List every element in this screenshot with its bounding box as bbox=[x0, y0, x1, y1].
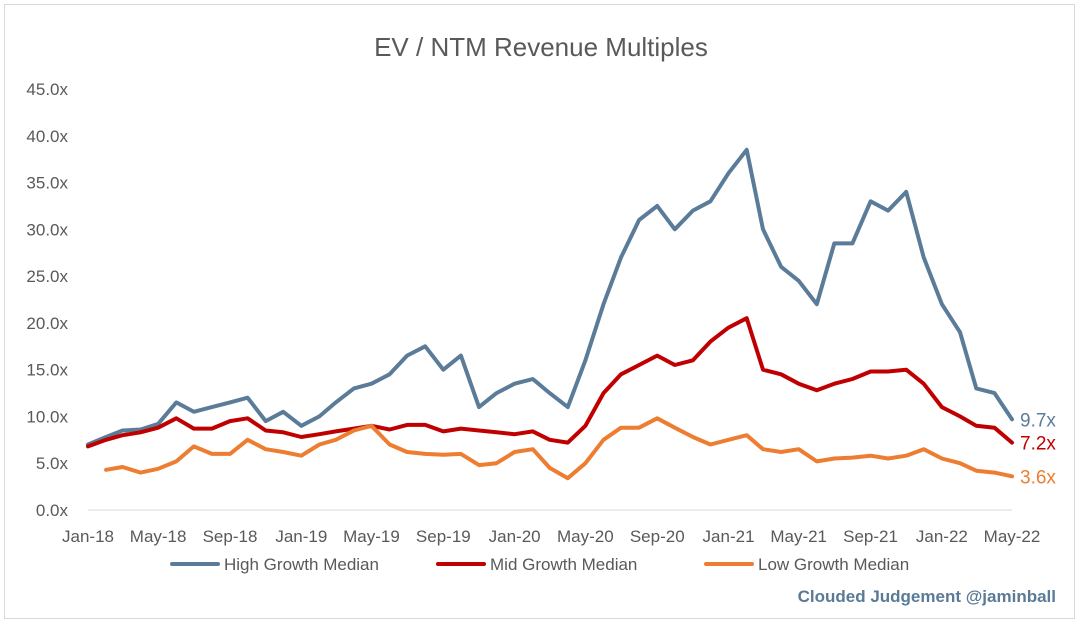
legend-item: Mid Growth Median bbox=[436, 555, 637, 574]
legend: High Growth Median Mid Growth Median Low G… bbox=[170, 555, 909, 574]
y-tick-label: 25.0x bbox=[26, 267, 68, 286]
x-axis: Jan-18 May-18 Sep-18 Jan-19 May-19 Sep-19 Jan-… bbox=[62, 527, 1040, 546]
legend-label: Mid Growth Median bbox=[490, 555, 637, 574]
series-line-high-growth-median bbox=[86, 147, 1014, 447]
end-value-label: 3.6x bbox=[1020, 467, 1056, 488]
y-tick-label: 20.0x bbox=[26, 314, 68, 333]
y-tick-label: 40.0x bbox=[26, 127, 68, 146]
y-tick-label: 35.0x bbox=[26, 174, 68, 193]
end-value-label: 9.7x bbox=[1020, 410, 1056, 431]
x-tick-label: Sep-18 bbox=[203, 527, 258, 546]
series-line-mid-growth-median bbox=[86, 316, 1014, 449]
x-tick-label: Jan-22 bbox=[916, 527, 968, 546]
legend-label: Low Growth Median bbox=[758, 555, 909, 574]
y-tick-label: 45.0x bbox=[26, 80, 68, 99]
y-tick-label: 0.0x bbox=[36, 501, 69, 520]
x-tick-label: Sep-21 bbox=[843, 527, 898, 546]
y-axis: 0.0x 5.0x 10.0x 15.0x 20.0x 25.0x 30.0x 35.0x 40… bbox=[26, 80, 68, 520]
legend-item: High Growth Median bbox=[170, 555, 379, 574]
x-tick-label: May-22 bbox=[984, 527, 1041, 546]
x-tick-label: May-21 bbox=[770, 527, 827, 546]
y-tick-label: 5.0x bbox=[36, 454, 69, 473]
x-tick-label: Sep-19 bbox=[416, 527, 471, 546]
end-labels: 9.7x 7.2x 3.6x bbox=[1020, 410, 1056, 488]
x-tick-label: Jan-21 bbox=[703, 527, 755, 546]
chart-title: EV / NTM Revenue Multiples bbox=[374, 32, 708, 62]
x-tick-label: Sep-20 bbox=[630, 527, 685, 546]
legend-item: Low Growth Median bbox=[704, 555, 909, 574]
chart-container bbox=[4, 4, 1075, 619]
end-value-label: 7.2x bbox=[1020, 434, 1056, 455]
x-tick-label: May-19 bbox=[343, 527, 400, 546]
y-tick-label: 30.0x bbox=[26, 220, 68, 239]
series-line-low-growth-median bbox=[104, 416, 1014, 481]
x-tick-label: May-18 bbox=[130, 527, 187, 546]
series-group bbox=[86, 147, 1014, 481]
x-tick-label: Jan-19 bbox=[275, 527, 327, 546]
y-tick-label: 10.0x bbox=[26, 407, 68, 426]
y-tick-label: 15.0x bbox=[26, 361, 68, 380]
credit-text: Clouded Judgement @jaminball bbox=[798, 587, 1056, 606]
legend-label: High Growth Median bbox=[224, 555, 379, 574]
x-tick-label: Jan-20 bbox=[489, 527, 541, 546]
x-tick-label: Jan-18 bbox=[62, 527, 114, 546]
x-tick-label: May-20 bbox=[557, 527, 614, 546]
